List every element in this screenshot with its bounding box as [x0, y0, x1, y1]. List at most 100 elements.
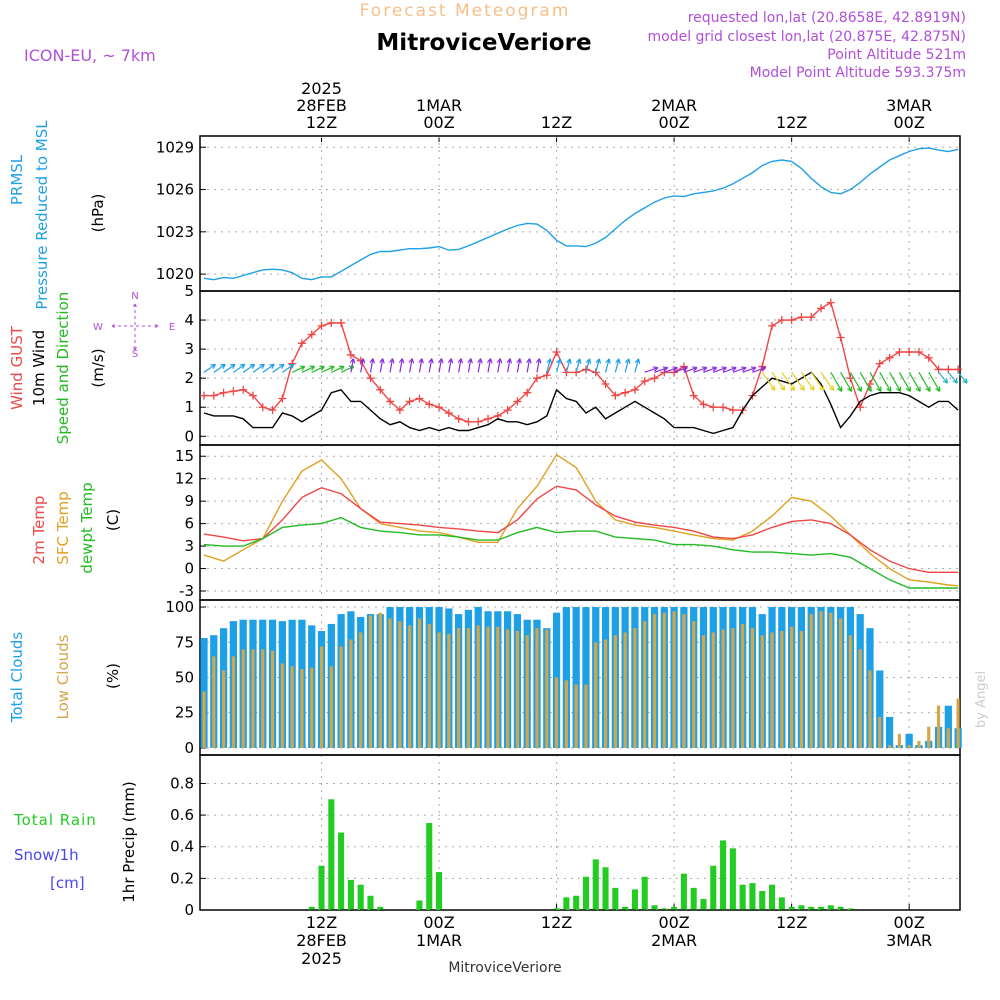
gust-marker	[278, 394, 287, 403]
rain-bar	[318, 865, 325, 910]
gust-marker	[258, 403, 267, 412]
gust-marker	[435, 403, 444, 412]
gust-marker	[444, 409, 453, 418]
low-cloud-bar	[251, 649, 255, 748]
side-label-total-clouds: Total Clouds	[8, 632, 26, 724]
wind-direction-arrow	[486, 358, 493, 373]
rain-bar	[720, 840, 727, 910]
y-tick-label: 9	[184, 492, 194, 510]
wind-direction-arrow	[703, 366, 718, 373]
side-label-hpa: (hPa)	[89, 194, 107, 233]
compass-north: N	[131, 291, 138, 302]
y-tick-label: 15	[175, 447, 194, 465]
wind-direction-arrow	[918, 372, 931, 392]
y-tick-label: 0	[184, 560, 194, 578]
y-tick-label: 25	[175, 704, 194, 722]
gust-marker	[777, 316, 786, 325]
low-cloud-bar	[819, 611, 823, 748]
y-tick-label: -3	[179, 582, 194, 600]
rain-bar	[631, 889, 638, 910]
side-label-snow: Snow/1h	[14, 846, 79, 864]
wind-line	[203, 371, 959, 435]
wind-direction-arrow	[428, 358, 434, 373]
wind-direction-arrow	[889, 372, 902, 392]
gust-marker	[630, 385, 639, 394]
gust-marker	[405, 397, 414, 406]
panel-precip: 0.8 0.6 0.4 0.2 0	[170, 754, 961, 919]
rain-bar	[308, 906, 315, 910]
gust-marker	[346, 350, 355, 359]
low-cloud-bar	[692, 621, 696, 748]
gust-marker	[875, 359, 884, 368]
panel-frame	[199, 444, 961, 601]
y-tick-label: 0.2	[170, 869, 194, 887]
panel-pressure: 1029 1026 1023 1020	[156, 135, 961, 292]
time-label: 00Z	[893, 913, 924, 932]
gust-marker	[474, 417, 483, 426]
low-cloud-bar	[221, 670, 226, 748]
temperature-series	[203, 453, 959, 589]
rain-bar	[749, 883, 756, 910]
requested-lonlat: requested lon,lat (20.8658E, 42.8919N)	[688, 10, 966, 26]
low-cloud-bar	[643, 621, 647, 748]
wind-direction-arrow	[595, 358, 602, 373]
low-cloud-bar	[897, 733, 901, 748]
time-label: 00Z	[658, 913, 689, 932]
wind-direction-arrow	[262, 363, 275, 373]
gust-marker	[924, 353, 933, 362]
y-tick-label: 6	[184, 515, 194, 533]
rain-bar	[563, 897, 570, 910]
low-cloud-bar	[790, 626, 794, 748]
y-tick-label: 0.8	[170, 774, 194, 792]
credit-text: by Angel	[974, 671, 989, 728]
low-cloud-bar	[780, 631, 784, 748]
gust-marker	[307, 330, 316, 339]
wind-direction-arrow	[359, 358, 366, 373]
low-cloud-bar	[613, 635, 617, 748]
y-tick-label: 0	[184, 427, 194, 445]
rain-bar	[661, 908, 668, 910]
total-cloud-bar	[876, 670, 884, 748]
low-cloud-bar	[711, 632, 715, 748]
pressure-line	[203, 147, 959, 281]
chart-title: Forecast Meteogram	[360, 1, 571, 21]
pressure-series	[203, 147, 959, 281]
gust-marker	[807, 313, 816, 322]
gust-marker	[552, 348, 561, 357]
rain-bar	[602, 867, 609, 910]
time-label: 3MAR	[886, 96, 932, 115]
gust-marker	[601, 379, 610, 388]
wind-direction-arrow	[947, 371, 958, 384]
time-label: 00Z	[658, 113, 689, 132]
gust-marker	[239, 385, 248, 394]
low-cloud-bar	[447, 633, 451, 748]
gust-marker	[297, 339, 306, 348]
wind-direction-arrow	[516, 358, 522, 373]
side-label-sfc: SFC Temp	[54, 491, 72, 564]
gust-marker	[836, 333, 845, 342]
gust-marker	[376, 385, 385, 394]
closest-lonlat: model grid closest lon,lat (20.875E, 42.…	[647, 29, 966, 45]
gust-marker	[719, 403, 728, 412]
gust-marker	[454, 414, 463, 423]
model-point-altitude: Model Point Altitude 593.375m	[750, 65, 966, 81]
rain-bar	[808, 906, 815, 910]
side-label-rain: Total Rain	[13, 811, 97, 829]
side-label-celsius: (C)	[104, 509, 122, 531]
gust-marker	[386, 397, 395, 406]
sfc-temp-line	[203, 453, 959, 587]
wind-direction-arrow	[223, 363, 236, 373]
side-label-percent: (%)	[104, 663, 122, 689]
gust-marker	[768, 321, 777, 330]
y-tick-label: 3	[184, 340, 194, 358]
side-label-pressure: Pressure Reduced to MSL	[33, 120, 51, 310]
time-label: 00Z	[893, 113, 924, 132]
rain-bar	[827, 905, 834, 910]
low-cloud-bar	[829, 612, 833, 748]
y-tick-label: 50	[175, 669, 194, 687]
side-label-cm: [cm]	[50, 874, 85, 892]
low-cloud-bar	[408, 625, 412, 748]
precip-bars	[200, 799, 960, 911]
model-label: ICON-EU, ~ 7km	[24, 46, 156, 65]
wind-direction-arrow	[282, 363, 295, 373]
